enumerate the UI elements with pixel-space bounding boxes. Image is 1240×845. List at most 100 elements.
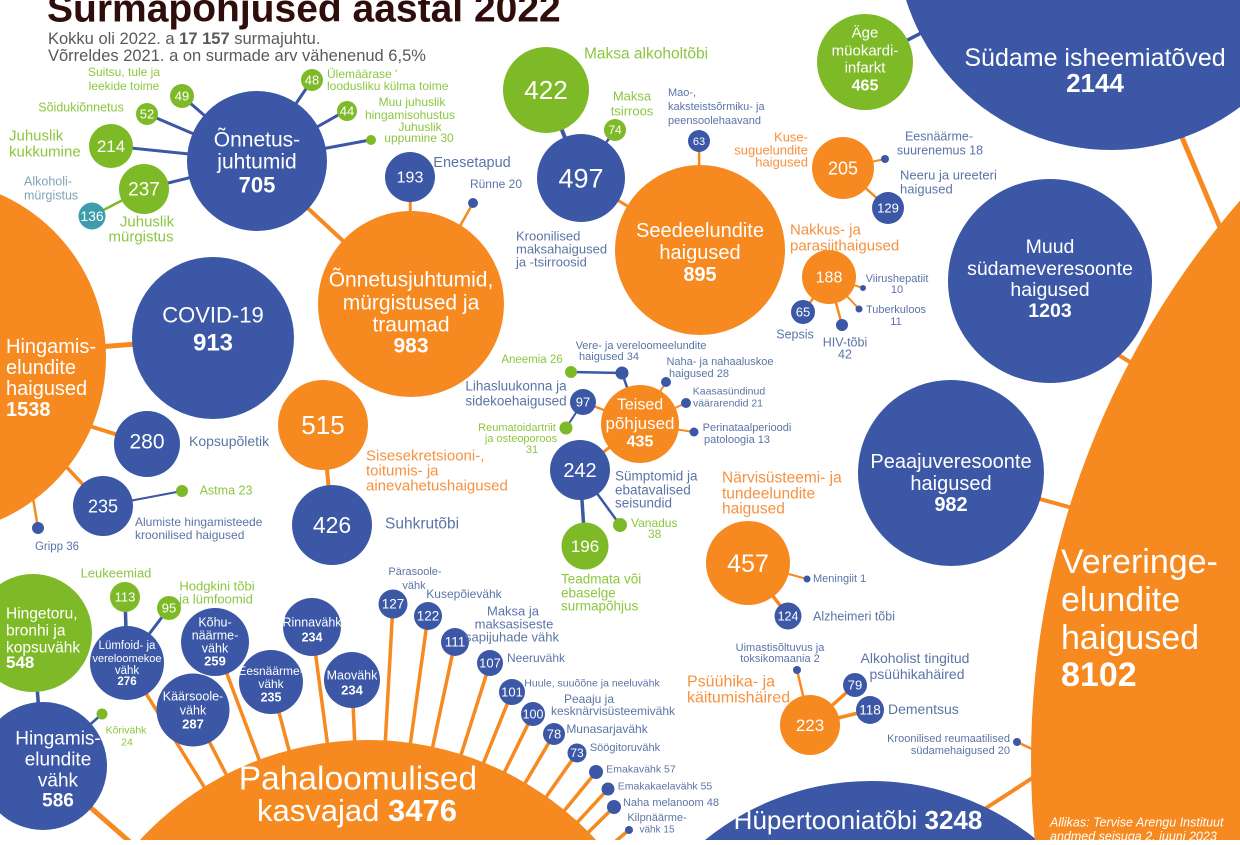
svg-text:Sepsis: Sepsis bbox=[776, 327, 814, 341]
svg-text:Juhuslik: Juhuslik bbox=[120, 213, 175, 230]
svg-text:vähk: vähk bbox=[402, 580, 426, 592]
svg-text:Kõrivähk: Kõrivähk bbox=[106, 725, 148, 737]
svg-text:Kuse-: Kuse- bbox=[774, 130, 808, 145]
svg-text:196: 196 bbox=[571, 537, 599, 556]
svg-text:peensoolehaavand: peensoolehaavand bbox=[668, 115, 761, 127]
svg-text:Hingetoru,: Hingetoru, bbox=[6, 605, 78, 622]
svg-text:parasiithaigused: parasiithaigused bbox=[790, 237, 899, 254]
svg-text:mürgistus: mürgistus bbox=[24, 188, 78, 202]
svg-text:Maovähk: Maovähk bbox=[327, 668, 378, 682]
svg-text:Sõidukiõnnetus: Sõidukiõnnetus bbox=[38, 100, 123, 114]
svg-text:mürgistus: mürgistus bbox=[108, 228, 173, 245]
svg-text:Hingamis-: Hingamis- bbox=[6, 336, 96, 358]
svg-text:465: 465 bbox=[852, 78, 879, 95]
svg-text:Hodgkini tõbi: Hodgkini tõbi bbox=[179, 579, 254, 594]
svg-text:ainevahetushaigused: ainevahetushaigused bbox=[366, 477, 508, 494]
svg-text:Õnnetus-: Õnnetus- bbox=[214, 127, 300, 151]
svg-text:Lihasluukonna ja: Lihasluukonna ja bbox=[465, 379, 567, 394]
svg-text:maksahaigused: maksahaigused bbox=[516, 242, 607, 257]
svg-text:infarkt: infarkt bbox=[845, 59, 887, 76]
svg-text:Kroonilised: Kroonilised bbox=[516, 229, 580, 244]
svg-text:näärme-: näärme- bbox=[192, 628, 239, 642]
svg-text:ebaselge: ebaselge bbox=[561, 586, 616, 601]
svg-text:515: 515 bbox=[301, 410, 344, 440]
svg-text:Leukeemiad: Leukeemiad bbox=[81, 566, 152, 581]
svg-text:kesknärvisüsteemivähk: kesknärvisüsteemivähk bbox=[551, 704, 676, 718]
svg-text:ebatavalised: ebatavalised bbox=[615, 483, 691, 498]
svg-text:COVID-19: COVID-19 bbox=[162, 303, 263, 328]
svg-text:müokardi-: müokardi- bbox=[832, 42, 899, 59]
svg-text:1538: 1538 bbox=[6, 399, 51, 421]
svg-text:Enesetapud: Enesetapud bbox=[433, 155, 510, 171]
svg-text:426: 426 bbox=[313, 512, 351, 538]
svg-text:traumad: traumad bbox=[372, 313, 449, 336]
svg-text:242: 242 bbox=[563, 460, 596, 482]
svg-text:Alkoholist tingitud: Alkoholist tingitud bbox=[861, 650, 970, 666]
svg-text:259: 259 bbox=[204, 654, 226, 669]
svg-text:Gripp 36: Gripp 36 bbox=[35, 541, 79, 553]
svg-text:31: 31 bbox=[526, 444, 538, 456]
svg-text:24: 24 bbox=[121, 737, 133, 749]
svg-text:Maksa: Maksa bbox=[613, 89, 652, 104]
svg-text:100: 100 bbox=[523, 707, 544, 721]
svg-text:422: 422 bbox=[524, 75, 567, 105]
svg-text:Emakavähk 57: Emakavähk 57 bbox=[606, 764, 676, 776]
svg-text:Neeru ja ureeteri: Neeru ja ureeteri bbox=[900, 168, 997, 183]
svg-text:vähk: vähk bbox=[115, 665, 140, 677]
svg-text:Vereringe-: Vereringe- bbox=[1061, 543, 1218, 581]
svg-text:Tuberkuloos: Tuberkuloos bbox=[866, 304, 927, 316]
svg-text:Huule, suuõõne ja neeluvähk: Huule, suuõõne ja neeluvähk bbox=[524, 678, 660, 690]
svg-text:235: 235 bbox=[88, 496, 118, 516]
svg-text:49: 49 bbox=[175, 89, 189, 104]
svg-text:42: 42 bbox=[838, 347, 852, 361]
svg-text:Kroonilised reumaatilised: Kroonilised reumaatilised bbox=[887, 733, 1010, 745]
svg-text:bronhi ja: bronhi ja bbox=[6, 622, 66, 639]
svg-text:983: 983 bbox=[393, 334, 428, 357]
svg-text:118: 118 bbox=[859, 703, 881, 718]
svg-text:ja osteoporoos: ja osteoporoos bbox=[484, 433, 558, 445]
svg-text:loodusliku külma toime: loodusliku külma toime bbox=[327, 79, 449, 93]
svg-text:982: 982 bbox=[934, 494, 967, 516]
svg-text:113: 113 bbox=[115, 590, 136, 605]
svg-text:hingamisohustus: hingamisohustus bbox=[365, 108, 455, 122]
svg-text:Vanadus: Vanadus bbox=[631, 516, 677, 530]
svg-text:457: 457 bbox=[727, 550, 769, 578]
svg-text:patoloogia 13: patoloogia 13 bbox=[704, 434, 770, 446]
svg-text:Kopsupõletik: Kopsupõletik bbox=[189, 433, 270, 449]
svg-text:Meningiit 1: Meningiit 1 bbox=[813, 573, 866, 585]
svg-text:136: 136 bbox=[80, 208, 104, 224]
svg-text:2144: 2144 bbox=[1066, 68, 1124, 98]
svg-text:suguelundite: suguelundite bbox=[734, 143, 808, 158]
svg-text:ja -tsirroosid: ja -tsirroosid bbox=[515, 255, 587, 270]
svg-text:127: 127 bbox=[382, 597, 405, 612]
svg-text:235: 235 bbox=[261, 690, 282, 704]
svg-text:Mao-,: Mao-, bbox=[668, 87, 696, 99]
svg-text:188: 188 bbox=[816, 270, 843, 287]
svg-text:vereloomekoe: vereloomekoe bbox=[92, 653, 161, 665]
svg-text:Suitsu, tule ja: Suitsu, tule ja bbox=[88, 65, 160, 79]
svg-text:elundite: elundite bbox=[1061, 581, 1180, 619]
svg-text:vähk: vähk bbox=[258, 677, 284, 691]
svg-text:väärarendid 21: väärarendid 21 bbox=[693, 398, 763, 410]
svg-text:Käärsoole-: Käärsoole- bbox=[163, 689, 223, 703]
svg-text:Dementsus: Dementsus bbox=[888, 701, 959, 717]
svg-text:Neeruvähk: Neeruvähk bbox=[507, 651, 566, 665]
svg-text:205: 205 bbox=[828, 158, 858, 178]
svg-text:mürgistused ja: mürgistused ja bbox=[343, 291, 480, 314]
svg-text:leekide toime: leekide toime bbox=[89, 79, 160, 93]
svg-text:haigused 28: haigused 28 bbox=[669, 368, 729, 380]
svg-text:Suhkrutõbi: Suhkrutõbi bbox=[385, 515, 459, 532]
svg-text:287: 287 bbox=[182, 717, 204, 732]
svg-text:Psüühika- ja: Psüühika- ja bbox=[687, 674, 775, 691]
svg-text:Naha melanoom 48: Naha melanoom 48 bbox=[623, 797, 719, 809]
svg-text:Vere- ja vereloomeelundite: Vere- ja vereloomeelundite bbox=[576, 340, 707, 352]
svg-text:Maksa ja: Maksa ja bbox=[487, 604, 540, 619]
svg-text:Hüpertooniatõbi 3248: Hüpertooniatõbi 3248 bbox=[734, 805, 983, 835]
svg-text:põhjused: põhjused bbox=[605, 414, 674, 433]
svg-text:234: 234 bbox=[302, 630, 323, 644]
svg-text:237: 237 bbox=[128, 180, 160, 201]
svg-text:haigused 34: haigused 34 bbox=[579, 351, 639, 363]
svg-text:uppumine 30: uppumine 30 bbox=[384, 131, 454, 145]
svg-text:Teadmata või: Teadmata või bbox=[561, 572, 641, 587]
svg-text:Peaajuveresoonte: Peaajuveresoonte bbox=[870, 451, 1031, 473]
